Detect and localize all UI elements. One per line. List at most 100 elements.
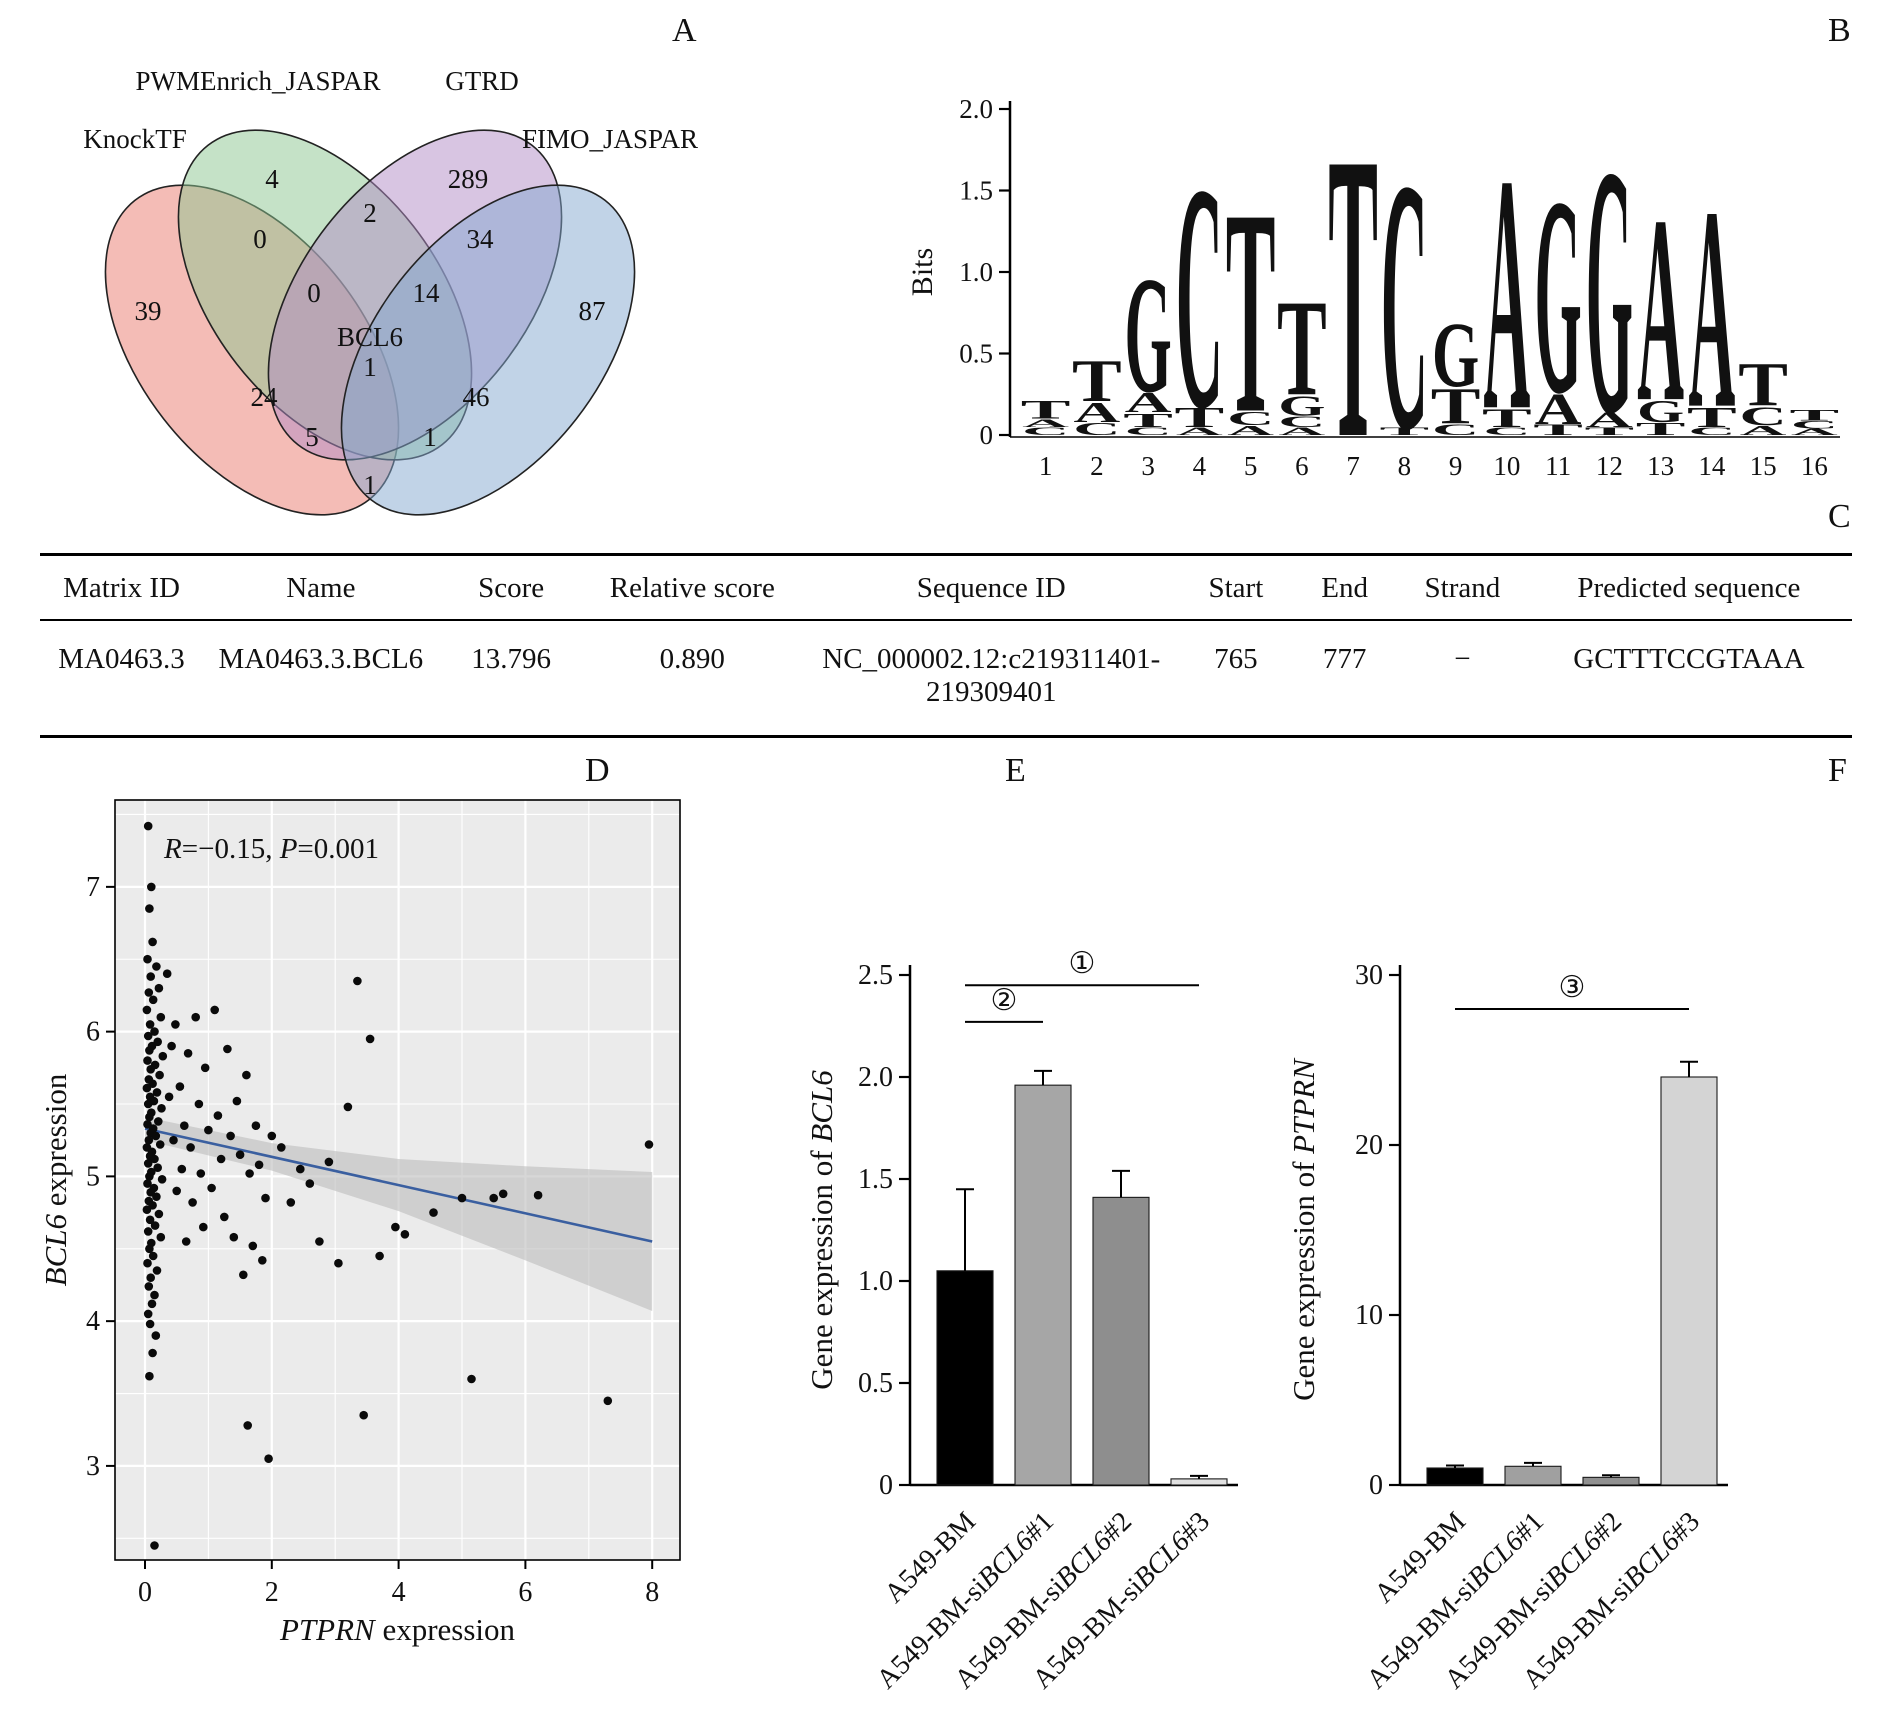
scatter-point [154, 983, 164, 993]
scatter-point [148, 1348, 157, 1358]
scatter-point [207, 1183, 216, 1193]
y-tick-label: 0 [1369, 1470, 1383, 1501]
scatter-point [152, 962, 161, 971]
scatter-point [154, 1209, 164, 1219]
scatter-point [175, 1082, 185, 1091]
x-tick-label: 12 [1596, 451, 1623, 481]
scatter-point [143, 1179, 152, 1188]
x-tick-label: 2 [265, 1577, 279, 1608]
col-matrix-id: Matrix ID [40, 556, 204, 621]
x-tick-label: 3 [1141, 451, 1155, 481]
x-axis-label: PTPRN expression [279, 1612, 516, 1647]
logo-letter-G: G [1586, 94, 1633, 489]
y-tick-label: 10 [1355, 1300, 1383, 1331]
x-tick-label: 4 [392, 1577, 406, 1608]
y-tick-label: 2.0 [959, 94, 993, 124]
bar [1092, 1196, 1150, 1486]
y-tick-label: 2.0 [858, 1062, 893, 1093]
scatter-point [144, 1282, 154, 1291]
scatter-point [375, 1251, 384, 1261]
fimo-table: Matrix ID Name Score Relative score Sequ… [40, 556, 1852, 735]
logo-letter-A: A [1689, 149, 1736, 469]
logo-letter-T: T [1482, 403, 1532, 433]
cell-start: 765 [1214, 643, 1258, 675]
logo-letter-T: T [1431, 378, 1481, 435]
y-tick-label: 0 [980, 420, 994, 450]
scatter-point [391, 1222, 400, 1232]
x-tick-label: 6 [518, 1577, 532, 1608]
scatter-point [157, 1104, 166, 1113]
scatter-point [235, 1150, 245, 1159]
scatter-point [245, 1169, 254, 1178]
scatter-point [229, 1232, 239, 1242]
y-axis-label: Gene expression of PTPRN [1286, 1057, 1321, 1401]
scatter-point [365, 1034, 375, 1044]
y-tick-label: 7 [86, 872, 100, 903]
venn-count-knocktf-fimo: 1 [363, 470, 377, 500]
scatter-point [143, 1309, 153, 1319]
venn-count-pwmenrich-only: 4 [265, 164, 279, 194]
scatter-point [334, 1258, 343, 1268]
logo-letter-C: C [1073, 419, 1120, 439]
x-tick-label: 15 [1750, 451, 1777, 481]
logo-letter-A: A [1484, 104, 1531, 480]
scatter-point [143, 1056, 152, 1065]
logo-letter-A: A [1535, 384, 1582, 434]
logo-letter-G: G [1125, 243, 1172, 428]
scatter-point [152, 1192, 161, 1201]
y-tick-label: 1.0 [858, 1266, 893, 1297]
significance-label: ③ [1559, 971, 1586, 1004]
scatter-point [188, 1198, 197, 1207]
logo-letter-T: T [1533, 421, 1583, 438]
bar [1660, 1076, 1718, 1486]
scatter-point [243, 1421, 252, 1430]
venn-count-fimo-only: 87 [579, 296, 606, 326]
scatter-point [143, 821, 153, 831]
y-tick-label: 0.5 [858, 1368, 893, 1399]
significance-label: ① [1069, 947, 1096, 980]
scatter-point [142, 1005, 152, 1015]
y-axis-label: Gene expression of BCL6 [804, 1070, 839, 1390]
scatter-point [220, 1212, 229, 1222]
x-tick-label: 5 [1244, 451, 1258, 481]
correlation-scatter-plot: 3 4 5 6 7 0 2 4 6 8 R=−0.15, P=0.001 PTPRN expressi… [40, 799, 681, 1647]
logo-letter-T: T [1021, 395, 1071, 425]
scatter-point [151, 1331, 161, 1340]
scatter-point [498, 1189, 508, 1199]
scatter-point [251, 1121, 261, 1130]
significance-label: ② [991, 984, 1018, 1017]
logo-letter-C: C [1176, 117, 1223, 476]
logo-letter-C: C [1483, 425, 1530, 437]
scatter-point [305, 1179, 315, 1188]
cell-end: 777 [1322, 643, 1367, 675]
table-row: MA0463.3 MA0463.3.BCL6 13.796 0.890 NC_0… [40, 620, 1852, 735]
logo-letter-A: A [1791, 427, 1838, 437]
scatter-point [150, 1541, 159, 1550]
scatter-point [400, 1230, 410, 1239]
scatter-point [167, 1041, 176, 1051]
scatter-point [164, 1092, 174, 1102]
scatter-point [148, 937, 157, 947]
y-tick-label: 1.0 [959, 257, 993, 287]
scatter-point [429, 1208, 438, 1217]
confidence-band [145, 1117, 653, 1312]
x-tick-label: 2 [1090, 451, 1104, 481]
logo-letter-C: C [1739, 401, 1786, 431]
scatter-point [156, 1012, 166, 1022]
scatter-point [489, 1193, 499, 1203]
col-predicted-sequence: Predicted sequence [1525, 556, 1852, 621]
venn-count-pwmenrich-fimo: 46 [463, 382, 490, 412]
venn-set-label-pwmenrich: PWMEnrich_JASPAR [135, 66, 380, 96]
venn-count-knocktf-pwmenrich-fimo: 5 [305, 422, 319, 452]
logo-letter-A: A [1176, 425, 1223, 437]
scatter-point [226, 1131, 235, 1141]
bcl6-expression-bar-chart: 00.51.01.52.02.5A549-BMA549-BM-siBCL6#1A… [804, 947, 1238, 1695]
logo-letter-C: C [1688, 425, 1735, 437]
scatter-point [145, 1020, 155, 1029]
y-tick-label: 3 [86, 1451, 100, 1482]
cell-strand: − [1454, 643, 1471, 675]
logo-letter-C: C [1381, 105, 1428, 506]
scatter-point [152, 1266, 162, 1275]
logo-letter-G: G [1278, 390, 1325, 422]
scatter-point [154, 1117, 163, 1126]
